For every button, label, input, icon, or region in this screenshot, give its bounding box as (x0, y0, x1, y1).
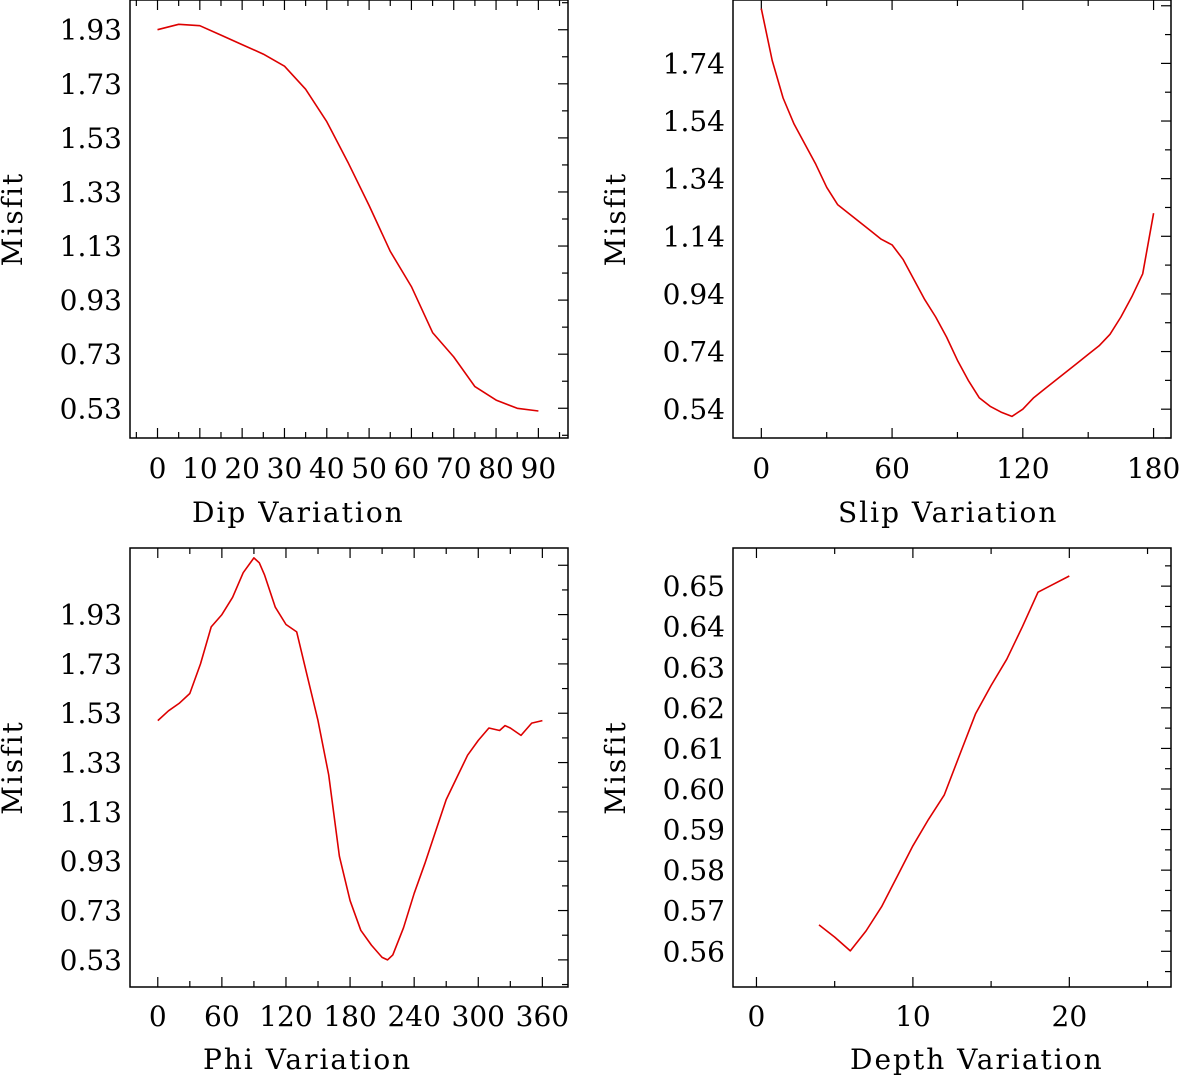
y-axis-label: Misfit (0, 172, 29, 267)
y-tick-label: 0.93 (60, 845, 122, 878)
y-tick-label: 1.73 (60, 648, 122, 681)
y-tick-label: 1.93 (60, 599, 122, 632)
x-tick-label: 10 (182, 452, 218, 485)
y-tick-label: 0.65 (663, 570, 725, 603)
y-tick-label: 1.74 (663, 47, 725, 80)
misfit-series-line (760, 8, 1155, 418)
x-tick-label: 120 (259, 1000, 312, 1033)
y-tick-label: 0.53 (60, 944, 122, 977)
y-tick-label: 0.54 (663, 393, 725, 426)
y-tick-label: 0.64 (663, 611, 725, 644)
y-tick-label: 1.13 (60, 230, 122, 263)
y-tick-label: 0.62 (663, 692, 725, 725)
x-tick-label: 40 (309, 452, 345, 485)
y-tick-label: 1.13 (60, 796, 122, 829)
x-tick-label: 0 (149, 452, 167, 485)
x-tick-label: 90 (521, 452, 557, 485)
x-tick-label: 10 (895, 1000, 931, 1033)
y-tick-label: 0.73 (60, 338, 122, 371)
x-tick-label: 60 (874, 452, 910, 485)
y-tick-label: 1.14 (663, 220, 725, 253)
x-axis-label: Dip Variation (192, 496, 405, 529)
y-tick-label: 0.93 (60, 284, 122, 317)
plot-frame (732, 0, 1172, 439)
x-tick-label: 180 (323, 1000, 376, 1033)
y-tick-label: 0.74 (663, 336, 725, 369)
y-tick-label: 0.73 (60, 895, 122, 928)
y-tick-label: 0.53 (60, 392, 122, 425)
x-tick-label: 360 (516, 1000, 569, 1033)
y-tick-label: 1.73 (60, 68, 122, 101)
plot-frame (129, 547, 569, 988)
y-tick-label: 1.34 (663, 163, 725, 196)
x-axis-label: Phi Variation (203, 1043, 412, 1076)
misfit-series-line (818, 575, 1070, 952)
x-tick-label: 0 (149, 1000, 167, 1033)
x-tick-label: 0 (748, 1000, 766, 1033)
y-axis-label: Misfit (599, 172, 632, 267)
y-axis-label: Misfit (0, 720, 29, 815)
y-tick-label: 0.63 (663, 651, 725, 684)
x-tick-label: 120 (996, 452, 1049, 485)
y-tick-label: 1.33 (60, 176, 122, 209)
y-tick-label: 1.53 (60, 122, 122, 155)
y-tick-label: 1.93 (60, 14, 122, 47)
plot-frame (732, 547, 1172, 988)
x-tick-label: 70 (436, 452, 472, 485)
y-tick-label: 1.54 (663, 105, 725, 138)
y-tick-label: 0.94 (663, 278, 725, 311)
x-axis-label: Depth Variation (850, 1043, 1104, 1076)
y-tick-label: 0.56 (663, 935, 725, 968)
y-tick-label: 0.58 (663, 854, 725, 887)
x-tick-label: 80 (478, 452, 514, 485)
y-tick-label: 1.53 (60, 697, 122, 730)
dip-variation-panel: 0 10 20 30 40 50 60 70 80 90 0.53 0.73 0.93 1.13 1.33 1… (0, 0, 569, 529)
y-tick-label: 1.33 (60, 747, 122, 780)
x-tick-label: 20 (224, 452, 260, 485)
x-tick-label: 20 (1052, 1000, 1088, 1033)
x-tick-label: 240 (387, 1000, 440, 1033)
y-tick-label: 0.60 (663, 773, 725, 806)
x-tick-label: 180 (1127, 452, 1180, 485)
x-tick-label: 50 (351, 452, 387, 485)
y-tick-label: 0.61 (663, 732, 725, 765)
x-tick-label: 60 (204, 1000, 240, 1033)
x-tick-label: 300 (452, 1000, 505, 1033)
slip-variation-panel: 0 60 120 180 0.54 0.74 0.94 1.14 1.34 1.54 1.74 Sli… (599, 0, 1180, 529)
depth-variation-panel: 0 10 20 0.56 0.57 0.58 0.59 0.60 0.61 0.62 0.63 0.6… (599, 547, 1172, 1076)
misfit-series-line (157, 557, 543, 961)
x-axis-label: Slip Variation (838, 496, 1058, 529)
x-tick-label: 0 (752, 452, 770, 485)
x-tick-label: 60 (394, 452, 430, 485)
x-tick-label: 30 (267, 452, 303, 485)
phi-variation-panel: 0 60 120 180 240 300 360 0.53 0.73 0.93 1.13 1.33 1.… (0, 547, 569, 1076)
misfit-series-line (157, 23, 539, 412)
y-tick-label: 0.59 (663, 814, 725, 847)
y-axis-label: Misfit (599, 720, 632, 815)
y-tick-label: 0.57 (663, 895, 725, 928)
